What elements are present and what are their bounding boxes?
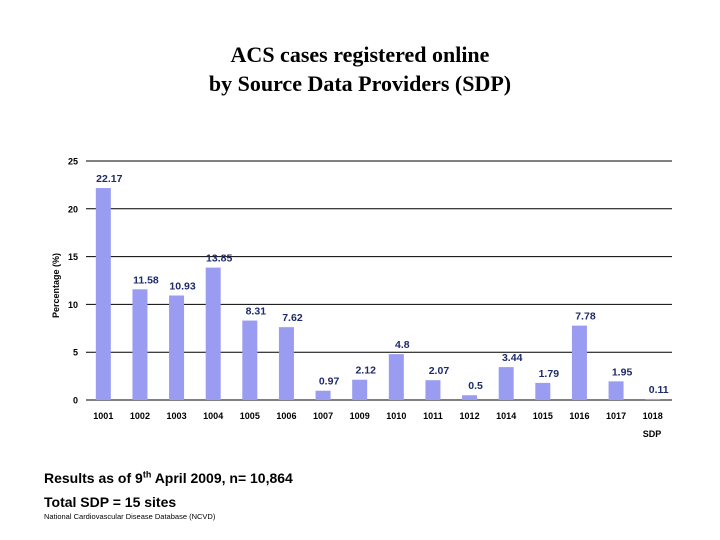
total-sdp-note: Total SDP = 15 sites [44, 494, 177, 510]
x-tick-label: 1004 [203, 411, 223, 421]
bar [425, 380, 441, 400]
y-tick-label: 25 [68, 157, 78, 167]
bar [315, 390, 331, 400]
x-tick-label: 1017 [606, 411, 626, 421]
x-axis-label: SDP [643, 429, 662, 439]
bar [278, 327, 294, 400]
data-label: 1.95 [612, 366, 633, 378]
data-label: 11.58 [133, 274, 159, 286]
bar [388, 354, 404, 400]
data-label: 2.07 [429, 365, 450, 377]
y-tick-label: 20 [68, 204, 78, 214]
y-tick-label: 0 [73, 396, 78, 406]
data-label: 1.79 [539, 368, 560, 380]
data-label: 3.44 [502, 352, 523, 364]
x-tick-label: 1006 [276, 411, 296, 421]
bar [571, 325, 587, 400]
bar [462, 395, 478, 400]
x-tick-label: 1007 [313, 411, 333, 421]
data-label: 2.12 [355, 365, 376, 377]
bar [242, 320, 258, 400]
x-tick-label: 1009 [350, 411, 370, 421]
y-tick-label: 15 [68, 252, 78, 262]
x-tick-label: 1003 [167, 411, 187, 421]
results-superscript: th [142, 469, 152, 480]
data-label: 0.97 [319, 376, 340, 388]
x-tick-label: 1016 [569, 411, 589, 421]
data-label: 8.31 [246, 306, 267, 318]
chart-title: ACS cases registered online by Source Da… [0, 40, 720, 98]
data-label: 0.11 [649, 384, 669, 396]
data-label: 13.85 [206, 253, 232, 265]
title-line-1: ACS cases registered online [230, 42, 490, 67]
bar [498, 367, 514, 400]
bar [95, 188, 111, 400]
data-label: 22.17 [96, 173, 122, 185]
title-line-2: by Source Data Providers (SDP) [208, 71, 512, 96]
bar [169, 295, 185, 400]
x-tick-label: 1005 [240, 411, 260, 421]
data-label: 10.93 [169, 281, 195, 293]
x-tick-label: 1011 [423, 411, 443, 421]
bar [132, 289, 148, 400]
bar [608, 381, 624, 400]
bar [645, 398, 661, 400]
source-note: National Cardiovascular Disease Database… [44, 512, 216, 521]
data-label: 4.8 [395, 339, 410, 351]
results-prefix: Results as of 9 [44, 470, 143, 486]
results-note: Results as of 9th April 2009, n= 10,864 [44, 466, 293, 490]
x-tick-label: 1015 [533, 411, 553, 421]
x-tick-label: 1002 [130, 411, 150, 421]
data-label: 7.62 [282, 312, 303, 324]
y-tick-label: 10 [68, 300, 78, 310]
x-tick-label: 1012 [460, 411, 480, 421]
y-axis-label: Percentage (%) [51, 253, 61, 318]
data-label: 0.5 [468, 380, 483, 392]
data-label: 7.78 [575, 311, 596, 323]
bar [535, 382, 551, 400]
x-tick-label: 1014 [496, 411, 516, 421]
x-tick-label: 1010 [386, 411, 406, 421]
footnote: Results as of 9th April 2009, n= 10,864 … [44, 466, 293, 514]
x-tick-label: 1001 [93, 411, 113, 421]
results-suffix: April 2009, n= 10,864 [151, 470, 293, 486]
x-tick-label: 1018 [643, 411, 663, 421]
y-tick-label: 5 [73, 348, 78, 358]
bar [352, 379, 368, 400]
bar [205, 267, 221, 400]
